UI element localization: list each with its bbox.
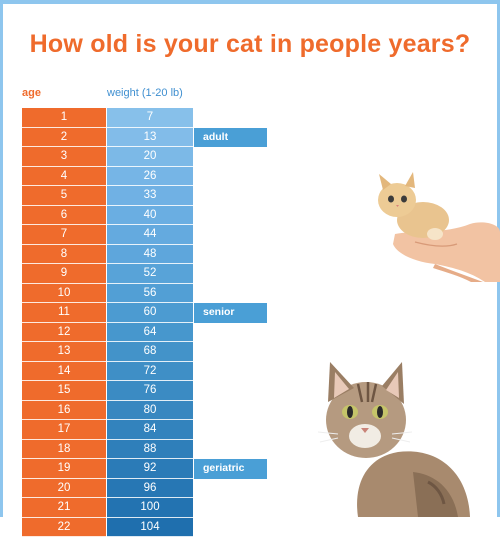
people-years-cell: 44 bbox=[107, 225, 194, 245]
age-cell: 3 bbox=[22, 147, 107, 167]
people-years-cell: 72 bbox=[107, 362, 194, 382]
age-cell: 18 bbox=[22, 440, 107, 460]
people-years-cell: 92 bbox=[107, 459, 194, 479]
age-cell: 10 bbox=[22, 284, 107, 304]
age-cell: 22 bbox=[22, 518, 107, 537]
age-cell: 8 bbox=[22, 245, 107, 265]
age-cell: 20 bbox=[22, 479, 107, 499]
age-cell: 1 bbox=[22, 108, 107, 128]
people-years-cell: 52 bbox=[107, 264, 194, 284]
age-cell: 2 bbox=[22, 128, 107, 148]
people-years-cell: 104 bbox=[107, 518, 194, 537]
people-years-cell: 60 bbox=[107, 303, 194, 323]
page-title: How old is your cat in people years? bbox=[0, 30, 500, 59]
people-years-cell: 84 bbox=[107, 420, 194, 440]
life-stage-label: senior bbox=[194, 303, 267, 323]
age-cell: 6 bbox=[22, 206, 107, 226]
people-years-cell: 40 bbox=[107, 206, 194, 226]
people-years-cell: 68 bbox=[107, 342, 194, 362]
age-cell: 14 bbox=[22, 362, 107, 382]
life-stage-label: adult bbox=[194, 128, 267, 148]
people-years-cell: 20 bbox=[107, 147, 194, 167]
kitten-in-hand-image bbox=[375, 172, 500, 282]
age-cell: 5 bbox=[22, 186, 107, 206]
people-years-cell: 48 bbox=[107, 245, 194, 265]
people-years-cell: 76 bbox=[107, 381, 194, 401]
age-cell: 9 bbox=[22, 264, 107, 284]
people-years-cell: 7 bbox=[107, 108, 194, 128]
people-years-cell: 33 bbox=[107, 186, 194, 206]
people-years-cell: 56 bbox=[107, 284, 194, 304]
age-cell: 21 bbox=[22, 498, 107, 518]
age-cell: 17 bbox=[22, 420, 107, 440]
age-cell: 19 bbox=[22, 459, 107, 479]
people-years-cell: 80 bbox=[107, 401, 194, 421]
people-years-cell: 88 bbox=[107, 440, 194, 460]
age-cell: 13 bbox=[22, 342, 107, 362]
age-column-header: age bbox=[22, 87, 41, 99]
people-years-cell: 64 bbox=[107, 323, 194, 343]
people-years-cell: 100 bbox=[107, 498, 194, 518]
age-cell: 12 bbox=[22, 323, 107, 343]
age-cell: 16 bbox=[22, 401, 107, 421]
age-cell: 11 bbox=[22, 303, 107, 323]
age-cell: 4 bbox=[22, 167, 107, 187]
tabby-cat-image bbox=[318, 362, 478, 517]
age-cell: 7 bbox=[22, 225, 107, 245]
people-years-cell: 96 bbox=[107, 479, 194, 499]
weight-column-header: weight (1-20 lb) bbox=[107, 87, 183, 99]
age-cell: 15 bbox=[22, 381, 107, 401]
people-years-cell: 13 bbox=[107, 128, 194, 148]
people-years-cell: 26 bbox=[107, 167, 194, 187]
life-stage-label: geriatric bbox=[194, 459, 267, 479]
